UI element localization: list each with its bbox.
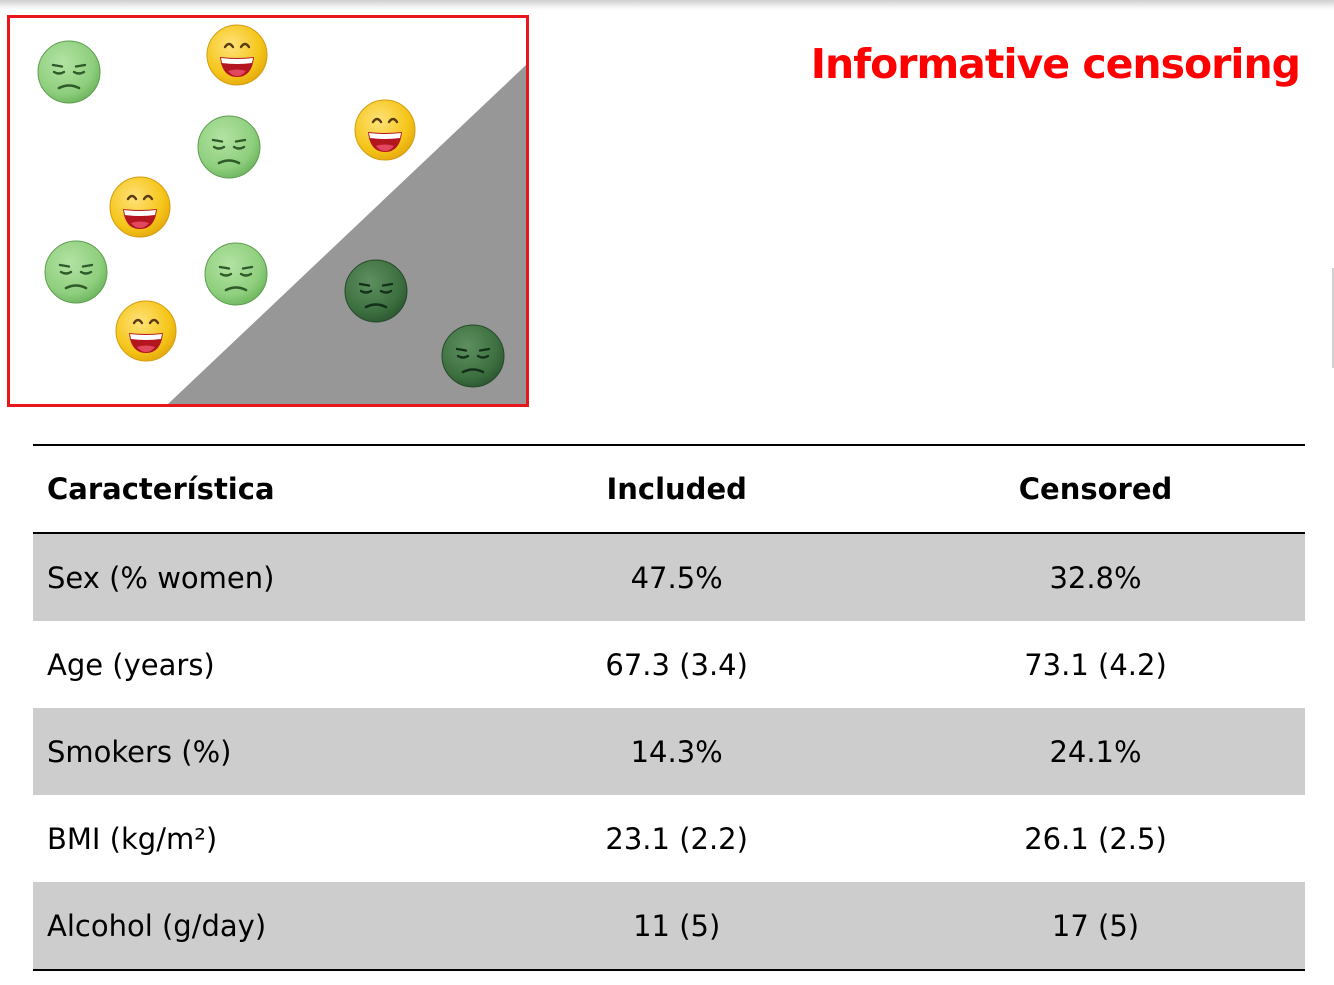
pensive-green-face-icon — [203, 241, 269, 307]
table-row: Alcohol (g/day) 11 (5) 17 (5) — [33, 882, 1305, 970]
included-value: 47.5% — [630, 560, 723, 595]
slide-top-edge — [0, 0, 1334, 10]
grinning-face-icon — [353, 98, 417, 162]
pensive-dark-face-icon — [343, 258, 409, 324]
pensive-green-face-icon — [196, 114, 262, 180]
table-row: Sex (% women) 47.5% 32.8% — [33, 533, 1305, 621]
grinning-face-icon — [114, 299, 178, 363]
column-header-censored: Censored — [1018, 472, 1173, 506]
table-row: Smokers (%) 14.3% 24.1% — [33, 708, 1305, 795]
included-value: 11 (5) — [633, 908, 721, 943]
grinning-face-icon — [108, 175, 172, 239]
slide-edge-mark — [1332, 268, 1334, 368]
included-value: 23.1 (2.2) — [605, 821, 748, 856]
row-label: Alcohol (g/day) — [47, 908, 267, 943]
censored-value: 24.1% — [1049, 734, 1142, 769]
slide-title: Informative censoring — [810, 40, 1301, 88]
included-value: 14.3% — [630, 734, 723, 769]
censored-value: 32.8% — [1049, 560, 1142, 595]
row-label: Sex (% women) — [47, 560, 275, 595]
table-row: Age (years) 67.3 (3.4) 73.1 (4.2) — [33, 621, 1305, 708]
pensive-green-face-icon — [36, 39, 102, 105]
pensive-dark-face-icon — [440, 323, 506, 389]
row-label: BMI (kg/m²) — [47, 821, 218, 856]
pensive-green-face-icon — [43, 239, 109, 305]
column-header-characteristic: Característica — [47, 472, 275, 506]
censored-region — [168, 65, 526, 404]
included-value: 67.3 (3.4) — [605, 647, 748, 682]
illustration-frame — [7, 15, 529, 407]
characteristics-table: Característica Included Censored Sex (% … — [33, 444, 1305, 971]
censored-value: 73.1 (4.2) — [1024, 647, 1167, 682]
censoring-illustration — [7, 15, 529, 407]
row-label: Smokers (%) — [47, 734, 232, 769]
row-label: Age (years) — [47, 647, 215, 682]
table-header-row: Característica Included Censored — [33, 445, 1305, 533]
grinning-face-icon — [205, 23, 269, 87]
censored-value: 26.1 (2.5) — [1024, 821, 1167, 856]
column-header-included: Included — [606, 472, 747, 506]
censored-value: 17 (5) — [1051, 908, 1140, 943]
table-row: BMI (kg/m²) 23.1 (2.2) 26.1 (2.5) — [33, 795, 1305, 882]
